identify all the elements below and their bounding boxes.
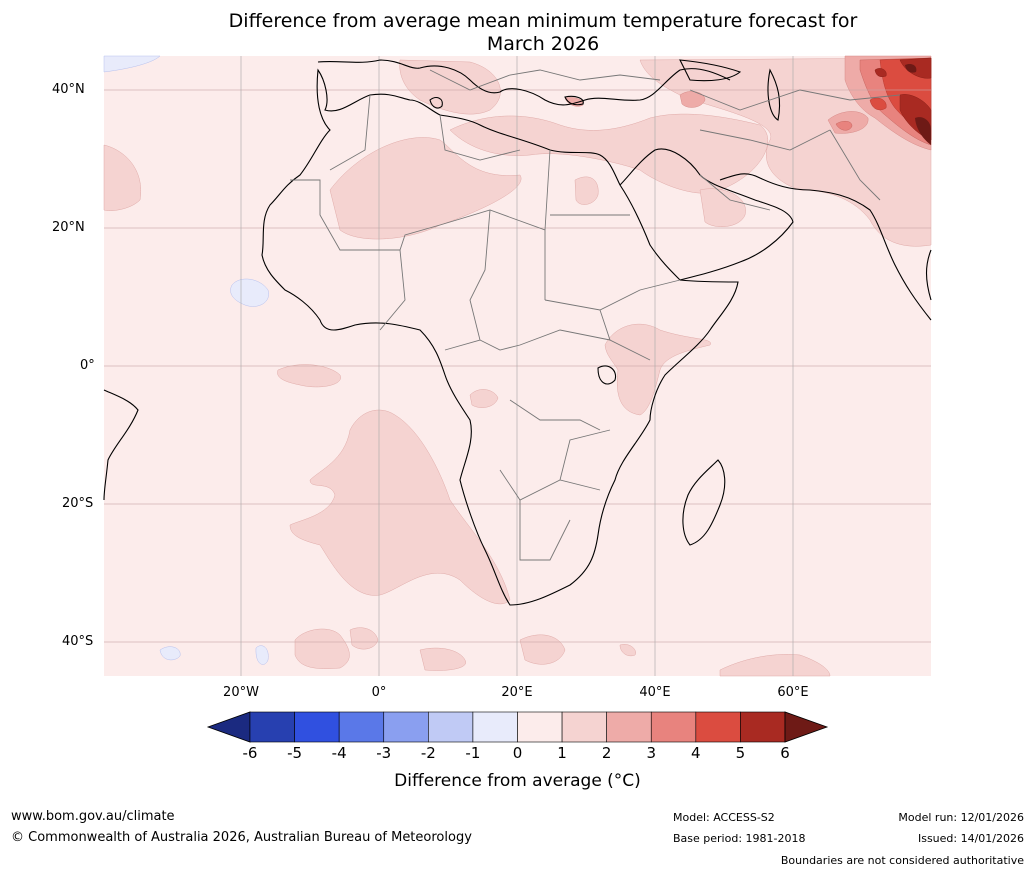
graticule-meridians: [240, 56, 794, 676]
colorbar-tick: -3: [376, 744, 392, 762]
colorbar-tick: 5: [735, 744, 746, 762]
colorbar-tick: -4: [331, 744, 347, 762]
colorbar-bin-4: [428, 711, 474, 743]
colorbar-bin-6: [517, 711, 563, 743]
colorbar-bin-11: [740, 711, 786, 743]
colorbar-bin-7: [561, 711, 607, 743]
lat-label-20n: 20°N: [52, 220, 85, 235]
colorbar-bin-0: [249, 711, 295, 743]
colorbar-tick: 0: [512, 744, 523, 762]
lon-label-20w: 20°W: [223, 685, 259, 700]
colorbar-title: Difference from average (°C): [394, 771, 641, 791]
colorbar: [206, 711, 829, 743]
coastlines: [103, 59, 932, 606]
title-line-2: March 2026: [486, 33, 600, 55]
colorbar-bin-2: [338, 711, 385, 743]
colorbar-bin-9: [650, 711, 697, 743]
colorbar-tick: -1: [465, 744, 481, 762]
colorbar-tick: 6: [780, 744, 790, 762]
footer-base-period: Base period: 1981-2018: [673, 832, 806, 845]
lat-label-20s: 20°S: [62, 496, 94, 511]
anomaly-neg-1-0: [103, 55, 269, 665]
footer-model-run: Model run: 12/01/2026: [898, 811, 1024, 824]
colorbar-tick: -2: [420, 744, 436, 762]
footer-copyright: © Commonwealth of Australia 2026, Austra…: [11, 830, 472, 845]
lon-label-60e: 60°E: [777, 685, 809, 700]
colorbar-bin-10: [695, 711, 741, 743]
footer-model: Model: ACCESS-S2: [673, 811, 775, 824]
colorbar-bin-5: [472, 711, 518, 743]
lat-label-40n: 40°N: [52, 82, 85, 97]
lat-label-40s: 40°S: [62, 634, 94, 649]
colorbar-tick: 3: [646, 744, 657, 762]
anomaly-1-2: [103, 57, 932, 677]
colorbar-bin-8: [606, 711, 652, 743]
lat-label-0: 0°: [80, 358, 95, 373]
lon-label-40e: 40°E: [639, 685, 671, 700]
footer-issued: Issued: 14/01/2026: [917, 832, 1024, 845]
anomaly-above-6: [905, 63, 931, 145]
colorbar-tick: 1: [557, 744, 567, 762]
colorbar-extend-high: [784, 711, 829, 743]
country-borders: [290, 69, 901, 561]
footer-disclaimer: Boundaries are not considered authoritat…: [780, 854, 1024, 867]
lon-label-20e: 20°E: [501, 685, 533, 700]
lon-label-0: 0°: [371, 685, 387, 700]
colorbar-tick: -6: [242, 744, 258, 762]
footer-website: www.bom.gov.au/climate: [11, 809, 175, 824]
colorbar-tick: 4: [691, 744, 701, 762]
colorbar-extend-low: [206, 711, 251, 743]
title-line-1: Difference from average mean minimum tem…: [228, 10, 858, 32]
colorbar-tick: 2: [601, 744, 612, 762]
colorbar-tick: -5: [287, 744, 303, 762]
chart-title: Difference from average mean minimum tem…: [60, 10, 1026, 56]
colorbar-bin-1: [294, 711, 340, 743]
colorbar-bin-3: [383, 711, 429, 743]
